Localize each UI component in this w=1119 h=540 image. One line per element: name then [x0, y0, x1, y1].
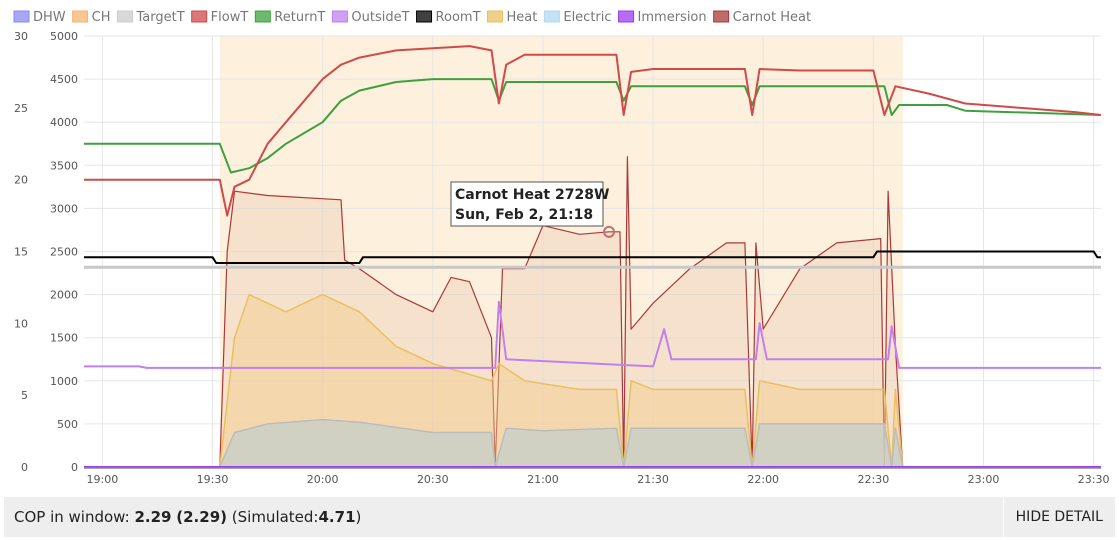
y-tick-label-temp: 0 — [21, 461, 28, 474]
legend-swatch — [117, 10, 133, 23]
legend-label: Immersion — [638, 10, 707, 25]
series-line-flowt — [84, 45, 1102, 217]
y-tick-label-power: 500 — [57, 418, 78, 431]
legend-label: OutsideT — [351, 10, 409, 25]
cop-summary: COP in window: 2.29 (2.29) (Simulated:4.… — [4, 508, 1003, 526]
legend-label: DHW — [33, 10, 66, 25]
series-area-electric — [84, 419, 1101, 467]
series-line-returnt — [84, 78, 1102, 174]
simulated-close: ) — [355, 508, 362, 526]
legend-label: Electric — [563, 10, 611, 25]
y-tick-label-power: 0 — [71, 461, 78, 474]
y-tick-label-power: 2000 — [50, 289, 78, 302]
cop-label: COP in window: — [14, 508, 130, 526]
legend-swatch — [254, 10, 271, 23]
hide-detail-button[interactable]: HIDE DETAIL — [1002, 497, 1115, 537]
x-tick-label: 20:30 — [417, 473, 449, 486]
x-tick-label: 22:30 — [858, 473, 890, 486]
x-tick-label: 21:00 — [527, 473, 559, 486]
series-area-heat — [219, 294, 903, 467]
legend-label: TargetT — [136, 10, 185, 25]
legend-item-targett[interactable]: TargetT — [117, 10, 185, 25]
heatpump-chart: 0 5 10 15 20 25 30 0 500 1000 1500 2000 2500 3000 3500… — [13, 10, 1110, 486]
legend-label: Heat — [507, 10, 538, 25]
x-tick-label: 22:00 — [747, 473, 779, 486]
legend-label: CH — [92, 10, 111, 25]
y-tick-label-temp: 15 — [14, 246, 28, 259]
y-tick-label-power: 2500 — [50, 246, 78, 259]
series-line-electric — [84, 418, 1101, 468]
legend-swatch — [543, 10, 560, 23]
legend-label: RoomT — [436, 10, 481, 25]
y-tick-label-power: 5000 — [50, 30, 78, 43]
x-tick-label: 19:30 — [197, 473, 229, 486]
legend-swatch — [13, 10, 30, 23]
legend-swatch — [713, 10, 730, 23]
x-tick-label: 20:00 — [307, 473, 339, 486]
y-tick-label-temp: 20 — [14, 174, 28, 187]
y-tick-label-temp: 25 — [14, 102, 28, 115]
simulated-label: (Simulated: — [231, 508, 319, 526]
legend-item-heat[interactable]: Heat — [487, 10, 538, 25]
series-line-roomt — [84, 250, 1101, 264]
legend-item-roomt[interactable]: RoomT — [416, 10, 481, 25]
tooltip-line-1: Carnot Heat 2728W — [455, 187, 609, 203]
simulated-value: 4.71 — [318, 508, 356, 526]
series-line-outsidet — [84, 300, 1101, 369]
x-tick-label: 23:00 — [968, 473, 1000, 486]
y-tick-label-temp: 10 — [14, 317, 28, 330]
y-tick-label-power: 1000 — [50, 375, 78, 388]
legend-swatch — [618, 10, 635, 23]
footer-bar: COP in window: 2.29 (2.29) (Simulated:4.… — [4, 497, 1115, 537]
legend-label: FlowT — [211, 10, 249, 25]
x-tick-label: 21:30 — [637, 473, 669, 486]
cop-paren-value: (2.29) — [176, 508, 227, 526]
tooltip-marker — [603, 225, 616, 238]
x-tick-label: 19:00 — [87, 473, 119, 486]
legend-swatch — [416, 10, 433, 23]
series-line-heat — [219, 293, 904, 468]
chart-area: 0 5 10 15 20 25 30 0 500 1000 1500 2000 2500 3000 3500… — [13, 10, 1110, 486]
legend-item-returnt[interactable]: ReturnT — [254, 10, 325, 25]
legend-item-dhw[interactable]: DHW — [13, 10, 66, 25]
y-tick-label-power: 4000 — [50, 116, 78, 129]
legend-label: Carnot Heat — [733, 10, 811, 25]
legend-item-outsidet[interactable]: OutsideT — [331, 10, 410, 25]
legend-item-ch[interactable]: CH — [72, 10, 111, 25]
x-tick-label: 23:30 — [1078, 473, 1110, 486]
y-tick-label-temp: 30 — [14, 30, 28, 43]
legend-label: ReturnT — [274, 10, 325, 25]
y-tick-label-power: 3000 — [50, 202, 78, 215]
legend-swatch — [331, 10, 348, 23]
legend-item-immersion[interactable]: Immersion — [618, 10, 707, 25]
legend-item-flowt[interactable]: FlowT — [191, 10, 249, 25]
y-tick-label-power: 3500 — [50, 159, 78, 172]
legend-swatch — [72, 10, 89, 23]
cop-value: 2.29 — [134, 508, 172, 526]
legend-item-electric[interactable]: Electric — [543, 10, 612, 25]
tooltip-line-2: Sun, Feb 2, 21:18 — [455, 207, 593, 223]
y-tick-label-power: 4500 — [50, 73, 78, 86]
legend-swatch — [191, 10, 208, 23]
tooltip-box — [450, 181, 604, 227]
y-tick-label-temp: 5 — [21, 389, 28, 402]
legend-swatch — [487, 10, 504, 23]
y-tick-label-power: 1500 — [50, 332, 78, 345]
legend-item-carnot-heat[interactable]: Carnot Heat — [713, 10, 811, 25]
